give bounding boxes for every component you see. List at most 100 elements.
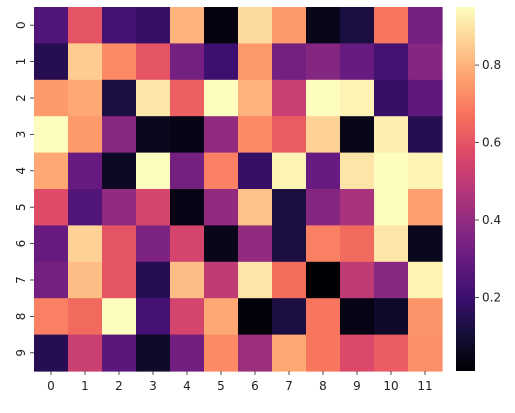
y-tick-label: 0 xyxy=(14,21,28,29)
heatmap-cell-r6-c11 xyxy=(408,225,443,263)
heatmap-cell-r2-c9 xyxy=(340,79,375,117)
heatmap-cell-r4-c9 xyxy=(340,152,375,190)
heatmap-cell-r0-c4 xyxy=(170,7,205,44)
heatmap-cell-r8-c1 xyxy=(68,298,103,336)
heatmap-cell-r7-c4 xyxy=(170,261,205,299)
heatmap-cell-r0-c11 xyxy=(408,7,443,44)
heatmap-cell-r4-c10 xyxy=(374,152,409,190)
heatmap-cell-r0-c1 xyxy=(68,7,103,44)
heatmap-cell-r2-c8 xyxy=(306,79,341,117)
y-tick-label: 3 xyxy=(14,131,28,139)
y-tick-label: 4 xyxy=(14,167,28,175)
x-tick-label: 5 xyxy=(217,379,225,393)
heatmap-cell-r5-c3 xyxy=(136,189,171,226)
x-tick-label: 4 xyxy=(183,379,191,393)
heatmap-cell-r9-c8 xyxy=(306,334,341,372)
heatmap-cell-r1-c9 xyxy=(340,43,375,81)
heatmap-cell-r8-c9 xyxy=(340,298,375,336)
heatmap-cell-r4-c1 xyxy=(68,152,103,190)
heatmap-cell-r4-c6 xyxy=(238,152,273,190)
heatmap-cell-r3-c11 xyxy=(408,116,443,154)
heatmap-cell-r0-c2 xyxy=(102,7,137,44)
heatmap-cell-r4-c7 xyxy=(272,152,307,190)
heatmap-cell-r8-c10 xyxy=(374,298,409,336)
y-tick-label: 9 xyxy=(14,349,28,357)
heatmap-cell-r7-c1 xyxy=(68,261,103,299)
heatmap-cell-r6-c10 xyxy=(374,225,409,263)
heatmap-cell-r7-c7 xyxy=(272,261,307,299)
heatmap-cell-r9-c11 xyxy=(408,334,443,372)
heatmap-cell-r3-c7 xyxy=(272,116,307,154)
y-tick-label: 8 xyxy=(14,313,28,321)
heatmap-cell-r1-c5 xyxy=(204,43,239,81)
heatmap-cell-r1-c10 xyxy=(374,43,409,81)
heatmap-cell-r1-c6 xyxy=(238,43,273,81)
heatmap-cell-r2-c4 xyxy=(170,79,205,117)
heatmap-cell-r3-c9 xyxy=(340,116,375,154)
colorbar: 0.2 0.4 0.6 0.8 xyxy=(456,7,501,371)
heatmap-cell-r9-c0 xyxy=(34,334,69,372)
heatmap-cell-r8-c8 xyxy=(306,298,341,336)
heatmap-cell-r8-c0 xyxy=(34,298,69,336)
heatmap-cell-r0-c3 xyxy=(136,7,171,44)
heatmap-cell-r1-c2 xyxy=(102,43,137,81)
heatmap-cell-r2-c3 xyxy=(136,79,171,117)
x-tick-label: 11 xyxy=(417,379,432,393)
heatmap-cell-r1-c0 xyxy=(34,43,69,81)
heatmap-cell-r8-c7 xyxy=(272,298,307,336)
heatmap-cell-r3-c1 xyxy=(68,116,103,154)
heatmap-cell-r7-c10 xyxy=(374,261,409,299)
heatmap-cell-r9-c2 xyxy=(102,334,137,372)
heatmap-cell-r0-c10 xyxy=(374,7,409,44)
x-tick-label: 2 xyxy=(115,379,123,393)
heatmap-cell-r8-c2 xyxy=(102,298,137,336)
heatmap-cell-r0-c6 xyxy=(238,7,273,44)
heatmap-cell-r4-c2 xyxy=(102,152,137,190)
heatmap-cell-r4-c3 xyxy=(136,152,171,190)
heatmap-cell-r9-c7 xyxy=(272,334,307,372)
colorbar-tick-label: 0.6 xyxy=(482,136,501,150)
y-tick-label: 1 xyxy=(14,58,28,66)
heatmap-cell-r0-c0 xyxy=(34,7,69,44)
x-tick-label: 3 xyxy=(149,379,157,393)
heatmap-cell-r0-c7 xyxy=(272,7,307,44)
heatmap-cell-r3-c0 xyxy=(34,116,69,154)
x-tick-label: 6 xyxy=(251,379,259,393)
heatmap-cell-r5-c10 xyxy=(374,189,409,226)
heatmap-cell-r4-c8 xyxy=(306,152,341,190)
heatmap-cell-r6-c9 xyxy=(340,225,375,263)
colorbar-tick-label: 0.2 xyxy=(482,290,501,304)
heatmap-cell-r0-c8 xyxy=(306,7,341,44)
colorbar-tick-label: 0.4 xyxy=(482,213,501,227)
x-tick-label: 9 xyxy=(353,379,361,393)
y-tick-label: 6 xyxy=(14,240,28,248)
heatmap-cell-r9-c4 xyxy=(170,334,205,372)
heatmap-cell-r4-c11 xyxy=(408,152,443,190)
heatmap-cell-r6-c5 xyxy=(204,225,239,263)
heatmap-cell-r1-c1 xyxy=(68,43,103,81)
heatmap-cell-r9-c5 xyxy=(204,334,239,372)
heatmap-cell-r5-c4 xyxy=(170,189,205,226)
heatmap-cell-r2-c0 xyxy=(34,79,69,117)
heatmap-cell-r6-c3 xyxy=(136,225,171,263)
heatmap-cell-r9-c9 xyxy=(340,334,375,372)
heatmap-cell-r5-c8 xyxy=(306,189,341,226)
heatmap-cell-r9-c3 xyxy=(136,334,171,372)
heatmap-cell-r9-c1 xyxy=(68,334,103,372)
heatmap-cell-r1-c3 xyxy=(136,43,171,81)
heatmap-cell-r2-c5 xyxy=(204,79,239,117)
heatmap-cell-r3-c6 xyxy=(238,116,273,154)
heatmap-cell-r7-c3 xyxy=(136,261,171,299)
x-tick-label: 1 xyxy=(81,379,89,393)
y-tick-label: 5 xyxy=(14,203,28,211)
heatmap-cell-r7-c11 xyxy=(408,261,443,299)
heatmap-cell-r3-c5 xyxy=(204,116,239,154)
heatmap-cell-r8-c5 xyxy=(204,298,239,336)
x-tick-label: 8 xyxy=(319,379,327,393)
heatmap-cell-r6-c4 xyxy=(170,225,205,263)
heatmap-cell-r2-c11 xyxy=(408,79,443,117)
heatmap-cell-r7-c2 xyxy=(102,261,137,299)
heatmap-cell-r5-c6 xyxy=(238,189,273,226)
heatmap-cell-r7-c6 xyxy=(238,261,273,299)
